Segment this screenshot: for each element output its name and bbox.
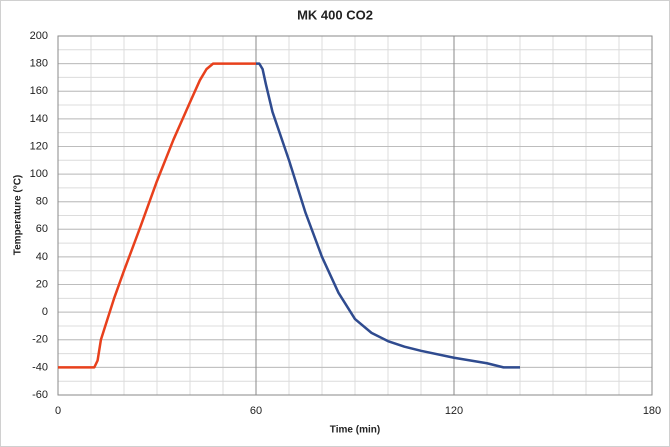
- x-tick-label: 0: [55, 405, 61, 417]
- y-tick-label: 0: [42, 306, 48, 318]
- y-tick-label: -40: [32, 361, 48, 373]
- y-tick-label: -60: [32, 389, 48, 401]
- y-tick-label: 120: [30, 140, 48, 152]
- plot-frame: [57, 35, 653, 396]
- y-tick-label: 60: [36, 223, 48, 235]
- x-tick-label: 180: [643, 405, 661, 417]
- y-tick-label: 100: [30, 168, 48, 180]
- y-tick-label: 80: [36, 196, 48, 208]
- x-axis-label: Time (min): [330, 425, 380, 436]
- y-tick-label: 180: [30, 58, 48, 70]
- series-line: [58, 62, 256, 369]
- series-line: [256, 62, 520, 369]
- x-tick-label: 60: [250, 405, 262, 417]
- x-tick-label: 120: [445, 405, 463, 417]
- y-tick-label: 20: [36, 278, 48, 290]
- y-tick-label: 140: [30, 113, 48, 125]
- chart-title: MK 400 CO2: [297, 7, 373, 22]
- y-tick-label: 160: [30, 85, 48, 97]
- y-tick-label: 40: [36, 251, 48, 263]
- y-tick-label: -20: [32, 334, 48, 346]
- y-axis-label: Temperature (°C): [13, 175, 24, 256]
- y-tick-label: 200: [30, 30, 48, 42]
